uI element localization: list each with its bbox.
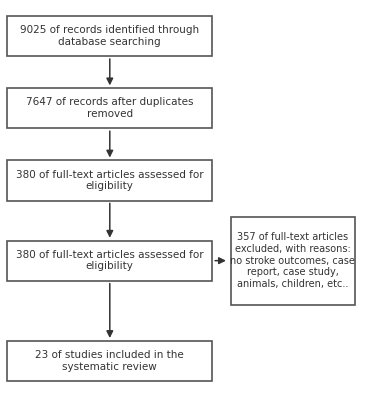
- Text: 7647 of records after duplicates
removed: 7647 of records after duplicates removed: [26, 97, 194, 119]
- Text: 357 of full-text articles
excluded, with reasons:
no stroke outcomes, case
repor: 357 of full-text articles excluded, with…: [230, 233, 355, 289]
- FancyBboxPatch shape: [7, 160, 212, 200]
- FancyBboxPatch shape: [7, 341, 212, 381]
- Text: 23 of studies included in the
systematic review: 23 of studies included in the systematic…: [36, 350, 184, 372]
- FancyBboxPatch shape: [231, 217, 355, 305]
- FancyBboxPatch shape: [7, 241, 212, 281]
- Text: 380 of full-text articles assessed for
eligibility: 380 of full-text articles assessed for e…: [16, 170, 203, 191]
- FancyBboxPatch shape: [7, 88, 212, 128]
- Text: 9025 of records identified through
database searching: 9025 of records identified through datab…: [20, 25, 199, 47]
- Text: 380 of full-text articles assessed for
eligibility: 380 of full-text articles assessed for e…: [16, 250, 203, 271]
- FancyBboxPatch shape: [7, 16, 212, 56]
